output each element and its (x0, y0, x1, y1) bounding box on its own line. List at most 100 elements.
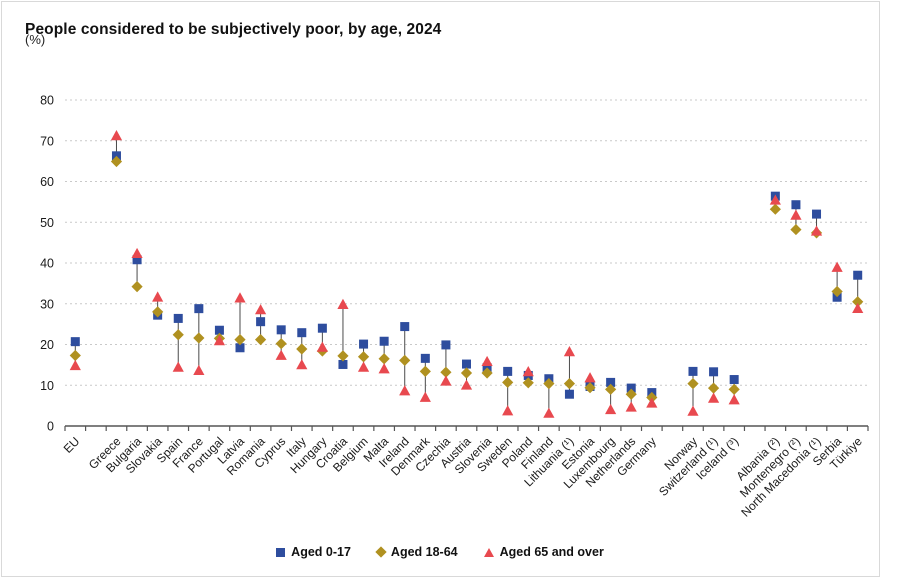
chart-frame (1, 1, 880, 577)
data-point-square (626, 383, 636, 393)
data-point-triangle (605, 403, 617, 415)
data-point-triangle (275, 349, 287, 360)
data-point-square (132, 255, 142, 265)
data-point-square (235, 343, 245, 353)
data-point-triangle (172, 361, 184, 372)
legend-label: Aged 0-17 (291, 545, 351, 559)
data-point-square (359, 339, 369, 349)
data-point-triangle (543, 407, 555, 418)
data-point-triangle (831, 261, 843, 272)
y-tick-label: 20 (40, 338, 54, 352)
data-point-diamond (790, 223, 802, 236)
data-point-square (70, 337, 80, 347)
data-point-square (791, 200, 801, 210)
data-point-triangle (625, 401, 637, 412)
data-point-square (338, 359, 348, 369)
y-tick-label: 10 (40, 379, 54, 393)
data-point-triangle (357, 361, 370, 372)
data-point-square (709, 367, 719, 377)
data-point-diamond (440, 366, 452, 378)
data-point-diamond (584, 382, 596, 394)
data-point-square (462, 359, 471, 369)
data-point-diamond (378, 353, 390, 365)
data-point-triangle (213, 335, 226, 346)
y-tick-label: 40 (40, 257, 54, 271)
data-point-square (276, 325, 286, 335)
data-point-diamond (255, 334, 267, 346)
legend-label: Aged 18-64 (390, 545, 458, 559)
data-point-triangle (296, 359, 308, 370)
data-point-diamond (769, 203, 781, 215)
data-point-triangle (810, 225, 823, 236)
triangle-marker-icon (483, 547, 494, 557)
data-point-diamond (131, 281, 143, 293)
data-point-diamond (460, 367, 473, 379)
data-point-square (812, 209, 822, 219)
y-tick-label: 70 (40, 134, 54, 148)
data-point-diamond (543, 378, 555, 390)
data-point-triangle (110, 130, 123, 141)
data-point-square (441, 340, 451, 350)
data-point-triangle (378, 363, 390, 374)
data-point-square (606, 377, 616, 387)
chart-legend: Aged 0-17 Aged 18-64 Aged 65 and over (0, 545, 880, 559)
y-tick-label: 60 (40, 175, 54, 189)
data-point-square (400, 322, 410, 332)
data-point-diamond (357, 351, 370, 363)
chart-unit-label: (%) (25, 32, 46, 47)
data-point-diamond (419, 365, 431, 377)
data-point-triangle (440, 375, 452, 386)
data-point-triangle (399, 385, 411, 396)
data-point-triangle (152, 291, 164, 302)
data-point-square (832, 292, 842, 302)
data-point-diamond (687, 378, 699, 390)
data-point-square (111, 151, 121, 161)
data-point-diamond (275, 338, 287, 350)
data-point-square (297, 328, 307, 338)
legend-label: Aged 65 and over (499, 545, 604, 559)
data-point-square (256, 317, 266, 327)
x-category-label: EU (61, 434, 83, 456)
data-point-triangle (193, 364, 205, 375)
data-point-triangle (584, 372, 596, 383)
data-point-triangle (316, 341, 328, 352)
data-point-diamond (728, 383, 740, 395)
data-point-triangle (460, 379, 473, 390)
data-point-triangle (131, 247, 143, 259)
data-point-square (173, 313, 183, 323)
data-point-square (317, 323, 327, 333)
legend-item-aged-65-over: Aged 65 and over (483, 545, 604, 559)
data-point-diamond (605, 383, 617, 395)
data-point-square (503, 366, 513, 376)
data-point-diamond (399, 354, 411, 366)
data-point-diamond (502, 376, 514, 388)
legend-item-aged-18-64: Aged 18-64 (375, 545, 458, 559)
data-point-diamond (522, 377, 534, 389)
data-point-triangle (646, 397, 658, 408)
data-point-diamond (110, 155, 123, 168)
data-point-diamond (625, 388, 637, 400)
y-tick-label: 30 (40, 297, 54, 311)
data-point-square (420, 353, 430, 363)
data-point-square (194, 304, 204, 314)
data-point-square (853, 270, 863, 280)
data-point-square (564, 389, 574, 399)
data-point-diamond (234, 334, 246, 346)
data-point-triangle (255, 304, 267, 315)
y-tick-label: 0 (47, 420, 54, 434)
data-point-diamond (707, 382, 720, 394)
data-point-triangle (69, 359, 81, 371)
data-point-triangle (419, 391, 431, 402)
data-point-triangle (728, 394, 740, 405)
y-tick-label: 80 (40, 94, 54, 108)
data-point-triangle (481, 355, 493, 367)
data-point-diamond (481, 367, 493, 379)
data-point-triangle (769, 194, 781, 205)
square-marker-icon (276, 547, 286, 557)
chart-title: People considered to be subjectively poo… (25, 21, 442, 39)
data-point-triangle (337, 298, 349, 309)
data-point-diamond (69, 349, 81, 362)
data-point-diamond (563, 378, 576, 390)
data-point-diamond (172, 329, 184, 341)
data-point-triangle (563, 346, 576, 357)
